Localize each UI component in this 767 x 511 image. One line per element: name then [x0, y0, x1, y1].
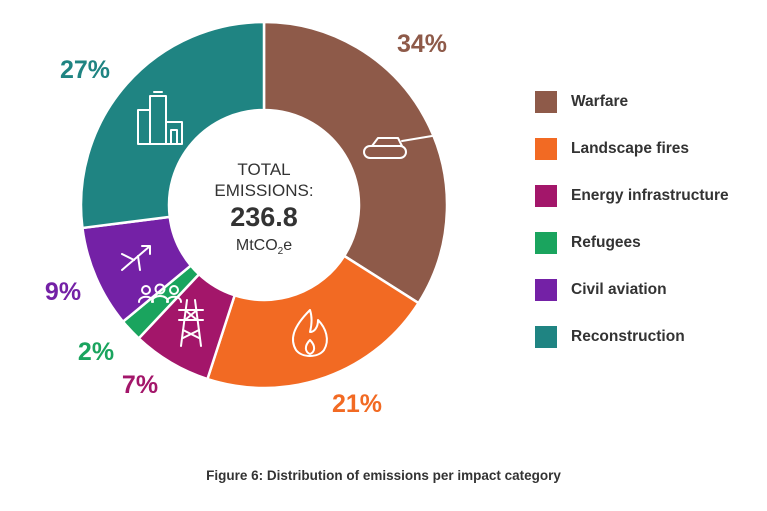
- legend-label-reconstruction: Reconstruction: [571, 327, 685, 345]
- legend-item-landscape-fires: Landscape fires: [535, 125, 729, 172]
- legend-label-energy-infrastructure: Energy infrastructure: [571, 186, 729, 204]
- legend-swatch-energy-infrastructure: [535, 184, 557, 207]
- legend-label-landscape-fires: Landscape fires: [571, 139, 690, 157]
- legend-label-refugees: Refugees: [571, 233, 641, 251]
- power-pylon-icon: [178, 299, 204, 347]
- pct-label-civil-aviation: 9%: [45, 278, 81, 306]
- airplane-icon: [121, 245, 151, 271]
- pct-label-refugees: 2%: [78, 338, 114, 366]
- slice-warfare: [262, 20, 449, 305]
- people-icon: [138, 283, 182, 303]
- legend-item-warfare: Warfare: [535, 78, 729, 125]
- center-unit-sub: 2: [278, 246, 284, 257]
- center-line1: TOTAL: [237, 160, 290, 179]
- pct-label-warfare: 34%: [397, 30, 447, 58]
- fire-icon: [292, 309, 328, 357]
- legend: Warfare Landscape fires Energy infrastru…: [535, 78, 729, 360]
- legend-item-refugees: Refugees: [535, 219, 729, 266]
- center-unit-end: e: [283, 237, 292, 254]
- slice-reconstruction: [79, 20, 266, 230]
- legend-label-civil-aviation: Civil aviation: [571, 280, 667, 298]
- buildings-icon: [137, 91, 183, 145]
- center-unit: MtCO2e: [236, 237, 292, 257]
- figure-caption: Figure 6: Distribution of emissions per …: [206, 468, 561, 483]
- pct-label-reconstruction: 27%: [60, 56, 110, 84]
- center-unit-main: MtCO: [236, 237, 278, 254]
- legend-label-warfare: Warfare: [571, 92, 629, 110]
- center-value: 236.8: [230, 202, 298, 232]
- legend-swatch-landscape-fires: [535, 137, 557, 160]
- legend-swatch-civil-aviation: [535, 278, 557, 301]
- legend-item-reconstruction: Reconstruction: [535, 313, 729, 360]
- legend-swatch-warfare: [535, 90, 557, 113]
- legend-item-energy-infrastructure: Energy infrastructure: [535, 172, 729, 219]
- center-line2: EMISSIONS:: [214, 181, 313, 200]
- legend-item-civil-aviation: Civil aviation: [535, 266, 729, 313]
- center-total: TOTAL EMISSIONS: 236.8 MtCO2e: [214, 160, 313, 257]
- legend-swatch-reconstruction: [535, 325, 557, 348]
- slice-landscape-fires: [205, 254, 421, 390]
- tank-icon: [363, 135, 433, 159]
- legend-swatch-refugees: [535, 231, 557, 254]
- pct-label-landscape-fires: 21%: [332, 390, 382, 418]
- pct-label-energy-infrastructure: 7%: [122, 371, 158, 399]
